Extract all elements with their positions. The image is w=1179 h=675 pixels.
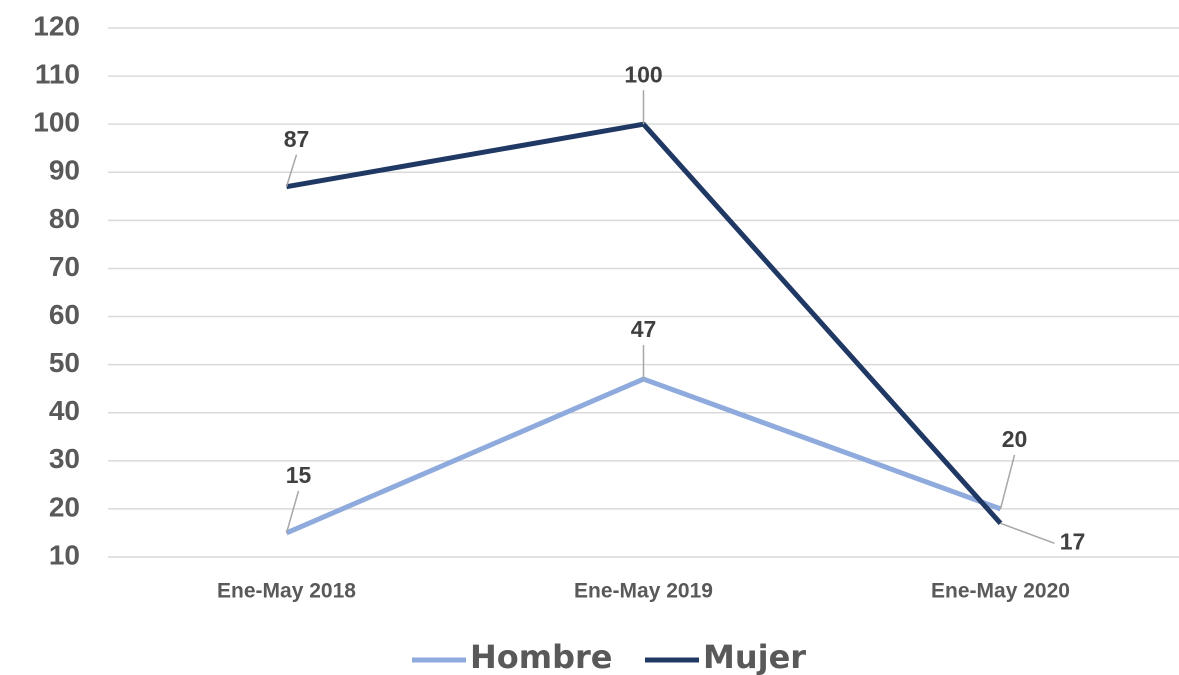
x-tick-label: Ene-May 2019	[574, 580, 713, 603]
y-tick-label: 80	[49, 203, 80, 234]
series-line	[285, 376, 1002, 536]
y-tick-label: 60	[49, 299, 80, 330]
y-tick-label: 70	[49, 251, 80, 282]
data-label: 20	[1002, 426, 1028, 452]
y-tick-label: 90	[49, 155, 80, 186]
leader-line	[285, 490, 300, 534]
leader-line	[999, 454, 1016, 510]
data-label: 15	[286, 462, 312, 488]
data-label: 87	[284, 126, 310, 152]
y-tick-label: 120	[33, 10, 80, 41]
series-line	[286, 121, 1003, 526]
data-label: 100	[624, 61, 662, 87]
y-tick-label: 30	[49, 443, 80, 474]
legend-label: Mujer	[703, 638, 806, 675]
y-tick-label: 10	[49, 539, 80, 570]
y-tick-label: 100	[33, 107, 80, 138]
data-label: 47	[631, 316, 657, 342]
data-label: 17	[1060, 528, 1086, 554]
leader-line	[1000, 522, 1055, 545]
y-tick-label: 20	[49, 491, 80, 522]
y-tick-label: 110	[35, 58, 80, 89]
x-tick-label: Ene-May 2018	[217, 580, 356, 603]
x-tick-label: Ene-May 2020	[931, 580, 1070, 603]
y-tick-label: 50	[49, 347, 80, 378]
leader-line	[285, 154, 298, 187]
legend-label: Hombre	[470, 638, 613, 675]
y-tick-label: 40	[49, 395, 80, 426]
